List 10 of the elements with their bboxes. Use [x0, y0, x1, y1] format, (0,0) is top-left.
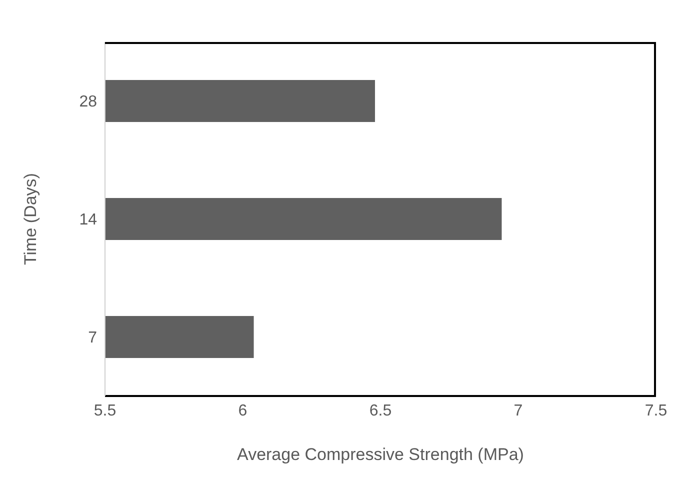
x-tick-label: 7 — [514, 402, 523, 420]
y-tick-label: 14 — [79, 212, 98, 229]
x-tick-label: 6 — [238, 402, 248, 420]
x-axis-title: Average Compressive Strength (MPa) — [237, 445, 524, 464]
y-axis-title: Time (Days) — [21, 173, 40, 265]
y-tick-label: 28 — [79, 94, 98, 111]
x-tick-label: 5.5 — [94, 402, 116, 420]
y-tick-label: 7 — [88, 330, 98, 347]
x-tick-label: 7.5 — [644, 402, 668, 420]
x-tick-label: 6.5 — [369, 402, 392, 420]
